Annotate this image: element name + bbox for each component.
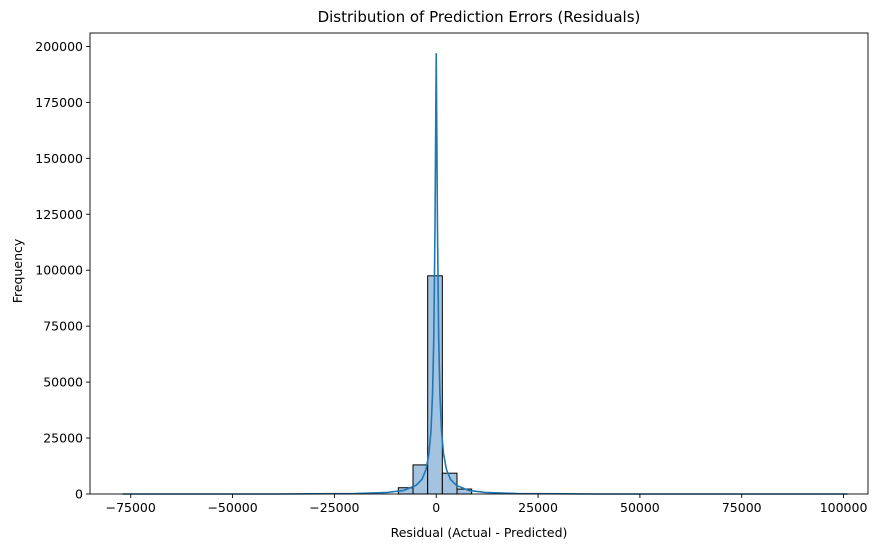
histogram-bars bbox=[397, 275, 473, 495]
y-axis-label: Frequency bbox=[10, 238, 25, 303]
y-tick-label: 50000 bbox=[43, 375, 83, 390]
x-axis-label: Residual (Actual - Predicted) bbox=[391, 525, 568, 540]
y-tick-label: 175000 bbox=[35, 95, 83, 110]
y-tick-label: 0 bbox=[75, 487, 83, 502]
y-tick-label: 25000 bbox=[43, 431, 83, 446]
chart-title: Distribution of Prediction Errors (Resid… bbox=[318, 8, 641, 26]
y-tick-label: 150000 bbox=[35, 151, 83, 166]
x-tick-label: 100000 bbox=[820, 500, 868, 515]
y-tick-label: 100000 bbox=[35, 263, 83, 278]
y-tick-label: 125000 bbox=[35, 207, 83, 222]
x-tick-label: 25000 bbox=[518, 500, 558, 515]
x-tick-label: 75000 bbox=[722, 500, 762, 515]
x-tick-label: 50000 bbox=[620, 500, 660, 515]
x-axis-ticks: −75000 −50000 −25000 0 25000 50000 75000 100000 bbox=[106, 494, 868, 515]
x-tick-label: −50000 bbox=[207, 500, 257, 515]
y-tick-label: 75000 bbox=[43, 319, 83, 334]
kde-curve bbox=[122, 53, 848, 495]
plot-frame bbox=[89, 32, 869, 495]
x-tick-label: 0 bbox=[432, 500, 440, 515]
y-axis-ticks: 0 25000 50000 75000 100000 125000 150000 175000… bbox=[35, 39, 90, 502]
y-tick-label: 200000 bbox=[35, 39, 83, 54]
x-tick-label: −25000 bbox=[309, 500, 359, 515]
x-tick-label: −75000 bbox=[106, 500, 156, 515]
